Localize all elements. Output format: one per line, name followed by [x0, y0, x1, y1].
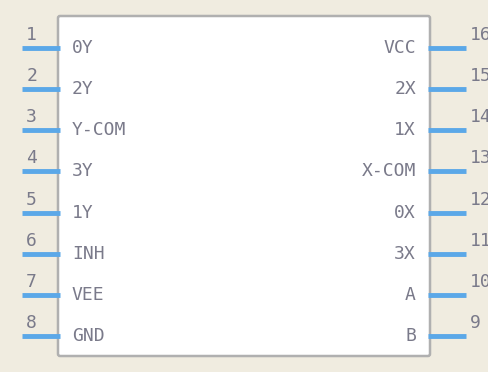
Text: 13: 13 [470, 150, 488, 167]
Text: 1X: 1X [394, 121, 416, 139]
Text: INH: INH [72, 245, 104, 263]
Text: 15: 15 [470, 67, 488, 85]
Text: 8: 8 [26, 314, 37, 332]
Text: 2Y: 2Y [72, 80, 94, 98]
Text: A: A [405, 286, 416, 304]
Text: GND: GND [72, 327, 104, 345]
Text: 4: 4 [26, 150, 37, 167]
Text: 2: 2 [26, 67, 37, 85]
Text: 7: 7 [26, 273, 37, 291]
Text: 10: 10 [470, 273, 488, 291]
Text: X-COM: X-COM [362, 163, 416, 180]
Text: 12: 12 [470, 190, 488, 209]
Text: VEE: VEE [72, 286, 104, 304]
Text: VCC: VCC [384, 39, 416, 57]
Text: 3: 3 [26, 108, 37, 126]
Text: 9: 9 [470, 314, 481, 332]
Text: 2X: 2X [394, 80, 416, 98]
Text: B: B [405, 327, 416, 345]
Text: 0X: 0X [394, 203, 416, 222]
Text: 14: 14 [470, 108, 488, 126]
Text: 0Y: 0Y [72, 39, 94, 57]
Text: 6: 6 [26, 232, 37, 250]
Text: Y-COM: Y-COM [72, 121, 126, 139]
Text: 3Y: 3Y [72, 163, 94, 180]
FancyBboxPatch shape [58, 16, 430, 356]
Text: 1Y: 1Y [72, 203, 94, 222]
Text: 1: 1 [26, 26, 37, 44]
Text: 11: 11 [470, 232, 488, 250]
Text: 16: 16 [470, 26, 488, 44]
Text: 3X: 3X [394, 245, 416, 263]
Text: 5: 5 [26, 190, 37, 209]
